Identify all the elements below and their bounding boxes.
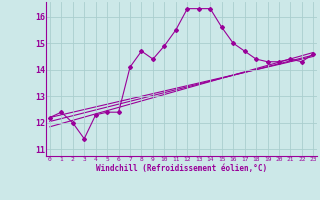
X-axis label: Windchill (Refroidissement éolien,°C): Windchill (Refroidissement éolien,°C) xyxy=(96,164,267,173)
